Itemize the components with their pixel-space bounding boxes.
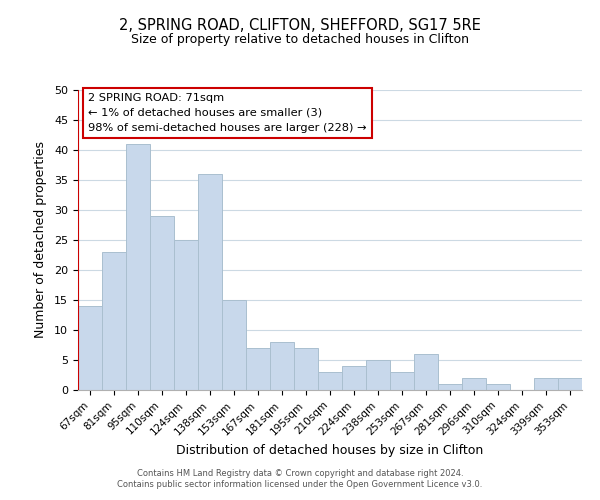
Bar (558, 378, 582, 390)
Bar (486, 384, 510, 390)
Bar (246, 348, 270, 390)
Bar (390, 372, 414, 390)
Bar (414, 354, 438, 390)
Bar (150, 216, 174, 390)
Y-axis label: Number of detached properties: Number of detached properties (34, 142, 47, 338)
Bar (102, 252, 126, 390)
Bar (462, 378, 486, 390)
Bar (534, 378, 558, 390)
Text: Size of property relative to detached houses in Clifton: Size of property relative to detached ho… (131, 32, 469, 46)
Text: Contains public sector information licensed under the Open Government Licence v3: Contains public sector information licen… (118, 480, 482, 489)
Bar (294, 348, 318, 390)
Bar (222, 300, 246, 390)
Bar (174, 240, 198, 390)
Bar (126, 144, 150, 390)
Bar (270, 342, 294, 390)
Bar (342, 366, 366, 390)
Bar (366, 360, 390, 390)
Bar (438, 384, 462, 390)
Bar (318, 372, 342, 390)
Text: 2 SPRING ROAD: 71sqm
← 1% of detached houses are smaller (3)
98% of semi-detache: 2 SPRING ROAD: 71sqm ← 1% of detached ho… (88, 93, 367, 132)
Bar (198, 174, 222, 390)
Text: 2, SPRING ROAD, CLIFTON, SHEFFORD, SG17 5RE: 2, SPRING ROAD, CLIFTON, SHEFFORD, SG17 … (119, 18, 481, 32)
Text: Contains HM Land Registry data © Crown copyright and database right 2024.: Contains HM Land Registry data © Crown c… (137, 468, 463, 477)
X-axis label: Distribution of detached houses by size in Clifton: Distribution of detached houses by size … (176, 444, 484, 456)
Bar (78, 306, 102, 390)
